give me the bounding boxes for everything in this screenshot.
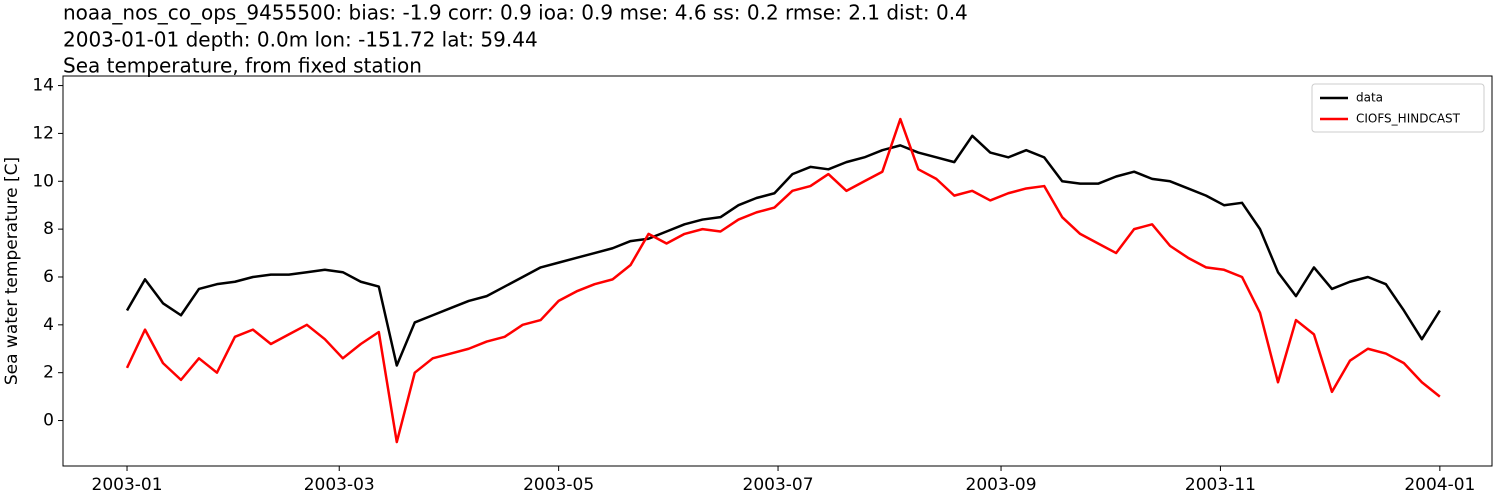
- y-tick-label: 2: [43, 363, 54, 383]
- data-line: [125, 134, 1441, 367]
- data-line: [125, 117, 1441, 444]
- chart-title: noaa_nos_co_ops_9455500: bias: -1.9 corr…: [63, 1, 968, 25]
- legend-label: data: [1356, 91, 1383, 105]
- x-tick-label: 2003-07: [743, 475, 814, 495]
- y-tick-label: 6: [43, 267, 54, 287]
- y-tick-label: 8: [43, 219, 54, 239]
- x-tick-label: 2004-01: [1404, 475, 1475, 495]
- x-tick-label: 2003-01: [92, 475, 163, 495]
- x-tick-label: 2003-11: [1185, 475, 1256, 495]
- y-tick-label: 12: [32, 123, 54, 143]
- chart-subtitle: 2003-01-01 depth: 0.0m lon: -151.72 lat:…: [63, 28, 538, 52]
- chart-subtitle: Sea temperature, from fixed station: [63, 54, 422, 78]
- x-tick-label: 2003-05: [523, 475, 594, 495]
- y-tick-label: 4: [43, 315, 54, 335]
- plot-frame: [62, 75, 1493, 467]
- legend-box: [1311, 83, 1485, 133]
- y-tick-label: 0: [43, 411, 54, 431]
- legend-label: CIOFS_HINDCAST: [1356, 112, 1461, 126]
- y-axis-label: Sea water temperature [C]: [2, 157, 22, 385]
- y-tick-label: 14: [32, 76, 54, 96]
- y-tick-label: 10: [32, 171, 54, 191]
- x-tick-label: 2003-09: [966, 475, 1037, 495]
- x-tick-label: 2003-03: [304, 475, 375, 495]
